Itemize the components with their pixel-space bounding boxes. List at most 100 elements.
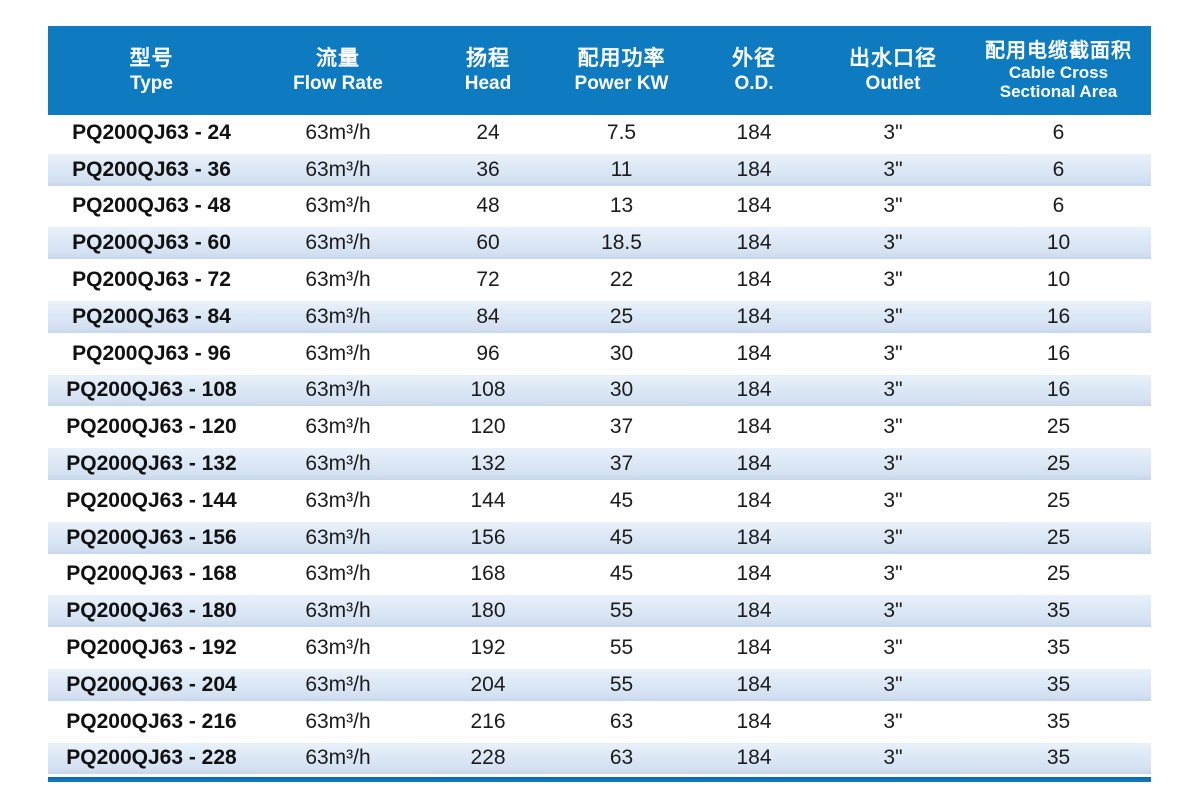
cell-head: 60: [421, 225, 555, 262]
column-header-zh: 型号: [129, 47, 174, 71]
cell-power: 55: [555, 593, 688, 630]
cell-head: 228: [421, 741, 555, 778]
cell-power: 45: [609, 488, 634, 512]
cell-power: 45: [609, 562, 634, 586]
cell-power: 30: [555, 373, 688, 410]
column-header-en: Power KW: [574, 72, 669, 94]
cell-head: 204: [421, 667, 555, 704]
column-header-zh: 扬程: [466, 47, 510, 71]
cell-flow: 63m³/h: [305, 488, 371, 512]
cell-cable: 6: [966, 152, 1151, 189]
cell-flow: 63m³/h: [255, 520, 421, 557]
column-header-head: 扬程 Head: [421, 26, 555, 115]
cell-flow: 63m³/h: [255, 593, 421, 630]
column-header-zh: 配用功率: [577, 47, 666, 71]
cell-head: 180: [421, 593, 555, 630]
cell-od: 184: [736, 488, 772, 512]
table-row: PQ200QJ63 - 60 63m³/h 60 18.5 184 3" 10: [48, 225, 1151, 262]
header-row: 型号 Type 流量 Flow Rate 扬程 Head 配用功率 Power KW 外径 O.D…: [48, 26, 1151, 115]
cell-power: 37: [555, 446, 688, 483]
cell-od: 184: [688, 667, 820, 704]
table-row: PQ200QJ63 - 204 63m³/h 204 55 184 3" 35: [48, 667, 1151, 704]
cell-power: 63: [555, 741, 688, 778]
cell-od: 184: [688, 446, 820, 483]
column-header-en: Flow Rate: [293, 72, 383, 94]
cell-power: 37: [609, 415, 634, 439]
cell-head: 36: [421, 152, 555, 189]
cell-power: 63: [609, 709, 634, 733]
cell-power: 45: [555, 520, 688, 557]
cell-outlet: 3": [883, 341, 903, 365]
cell-cable: 35: [966, 667, 1151, 704]
cell-type: PQ200QJ63 - 96: [72, 341, 231, 365]
column-header-en: Cable Cross: [1008, 63, 1109, 83]
cell-cable: 35: [966, 741, 1151, 778]
cell-cable: 25: [1046, 415, 1071, 439]
cell-power: 11: [555, 152, 688, 189]
cell-type: PQ200QJ63 - 120: [66, 415, 237, 439]
cell-outlet: 3": [820, 667, 966, 704]
cell-outlet: 3": [820, 373, 966, 410]
cell-flow: 63m³/h: [305, 194, 371, 218]
cell-power: 22: [609, 268, 634, 292]
cell-outlet: 3": [820, 152, 966, 189]
column-header-power: 配用功率 Power KW: [555, 26, 688, 115]
cell-power: 55: [609, 636, 634, 660]
table-row: PQ200QJ63 - 168 63m³/h 168 45 184 3" 25: [48, 557, 1151, 594]
cell-od: 184: [736, 562, 772, 586]
column-header-outlet: 出水口径 Outlet: [820, 26, 966, 115]
cell-outlet: 3": [820, 299, 966, 336]
cell-outlet: 3": [883, 636, 903, 660]
cell-type: PQ200QJ63 - 60: [48, 225, 255, 262]
column-header-zh: 外径: [732, 47, 776, 71]
cell-cable: 16: [966, 373, 1151, 410]
cell-flow: 63m³/h: [255, 741, 421, 778]
cell-flow: 63m³/h: [305, 709, 371, 733]
cell-flow: 63m³/h: [305, 636, 371, 660]
cell-outlet: 3": [883, 562, 903, 586]
cell-head: 192: [470, 636, 506, 660]
cell-type: PQ200QJ63 - 228: [48, 741, 255, 778]
cell-outlet: 3": [883, 709, 903, 733]
cell-od: 184: [688, 152, 820, 189]
column-header-en: Outlet: [865, 72, 921, 94]
cell-outlet: 3": [883, 268, 903, 292]
cell-type: PQ200QJ63 - 72: [72, 268, 231, 292]
cell-od: 184: [736, 268, 772, 292]
cell-outlet: 3": [820, 446, 966, 483]
cell-head: 156: [421, 520, 555, 557]
column-header-en: Sectional Area: [999, 82, 1118, 101]
cell-cable: 10: [966, 225, 1151, 262]
column-header-zh: 配用电缆截面积: [985, 40, 1132, 63]
cell-cable: 6: [1052, 194, 1065, 218]
table-row: PQ200QJ63 - 96 63m³/h 96 30 184 3" 16: [48, 336, 1151, 373]
cell-head: 72: [476, 268, 500, 292]
table-row: PQ200QJ63 - 24 63m³/h 24 7.5 184 3" 6: [48, 115, 1151, 152]
table-body: PQ200QJ63 - 24 63m³/h 24 7.5 184 3" 6 PQ200QJ63…: [48, 115, 1151, 777]
cell-cable: 25: [966, 520, 1151, 557]
cell-power: 13: [609, 194, 634, 218]
cell-cable: 10: [1046, 268, 1071, 292]
table-row: PQ200QJ63 - 48 63m³/h 48 13 184 3" 6: [48, 189, 1151, 226]
cell-cable: 6: [1052, 120, 1065, 144]
column-header-type: 型号 Type: [48, 26, 255, 115]
cell-flow: 63m³/h: [255, 667, 421, 704]
cell-head: 96: [476, 341, 500, 365]
cell-outlet: 3": [883, 120, 903, 144]
cell-outlet: 3": [820, 593, 966, 630]
table-row: PQ200QJ63 - 192 63m³/h 192 55 184 3" 35: [48, 630, 1151, 667]
cell-od: 184: [688, 593, 820, 630]
cell-head: 24: [476, 120, 500, 144]
cell-od: 184: [688, 373, 820, 410]
table-row: PQ200QJ63 - 84 63m³/h 84 25 184 3" 16: [48, 299, 1151, 336]
table-row: PQ200QJ63 - 36 63m³/h 36 11 184 3" 6: [48, 152, 1151, 189]
cell-od: 184: [736, 341, 772, 365]
cell-type: PQ200QJ63 - 156: [48, 520, 255, 557]
cell-power: 18.5: [555, 225, 688, 262]
cell-flow: 63m³/h: [255, 152, 421, 189]
cell-power: 25: [555, 299, 688, 336]
cell-od: 184: [736, 120, 772, 144]
cell-flow: 63m³/h: [255, 225, 421, 262]
cell-head: 48: [476, 194, 500, 218]
cell-cable: 16: [1046, 341, 1071, 365]
